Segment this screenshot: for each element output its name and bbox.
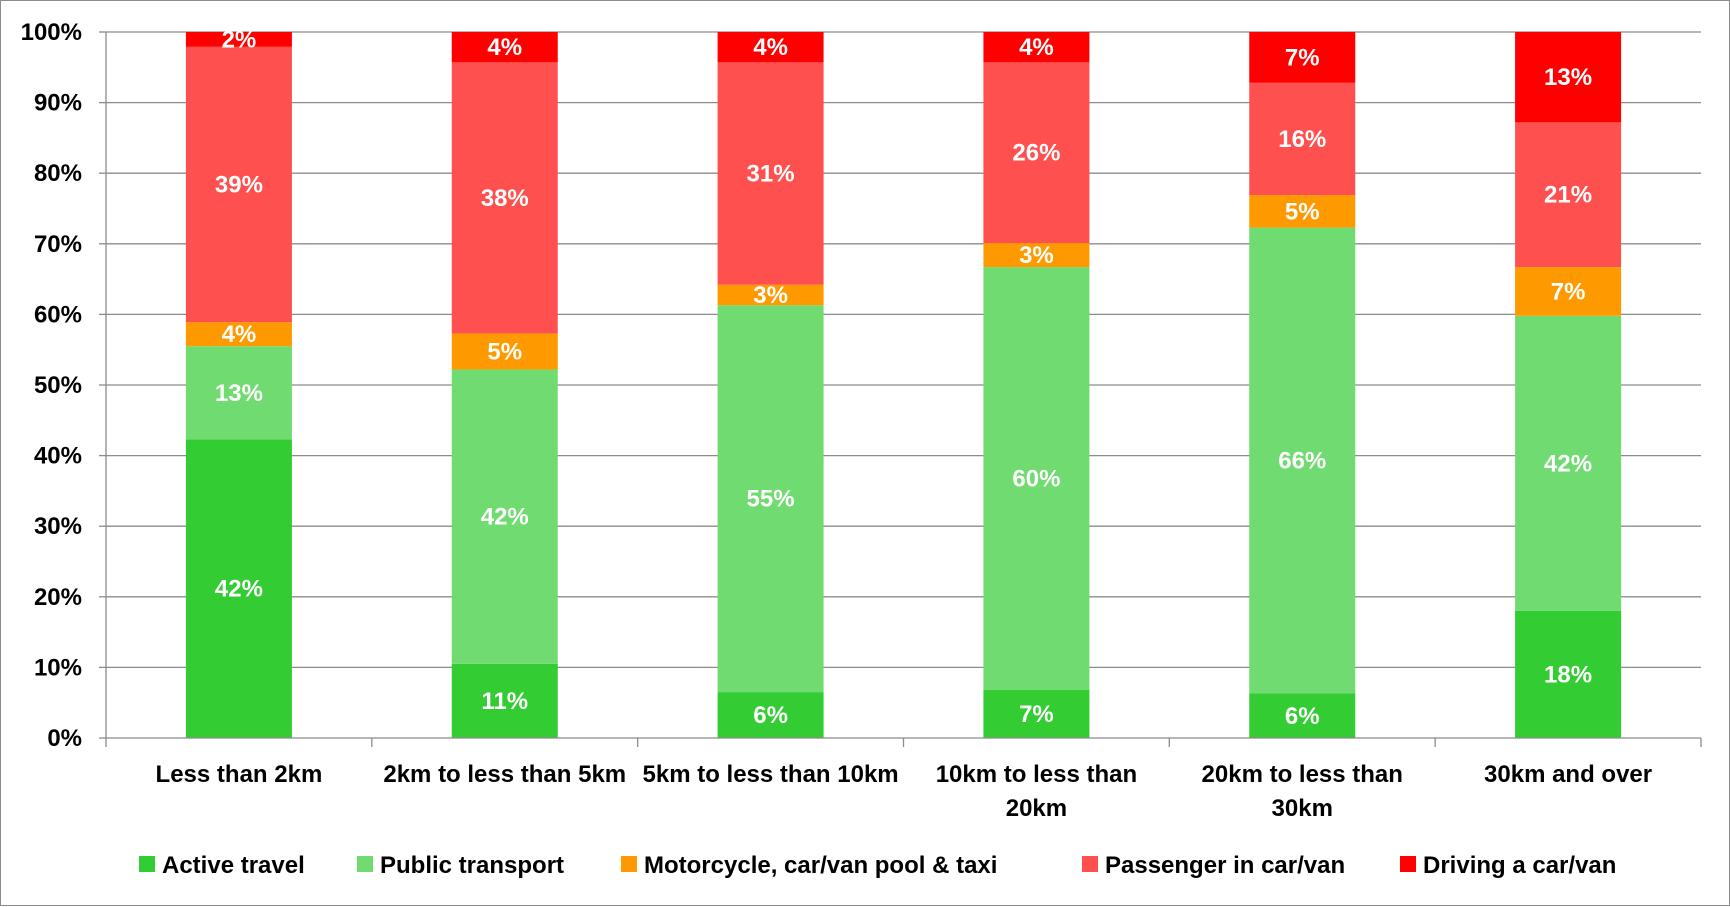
bar-segment	[983, 689, 1090, 738]
x-category-label: 30km and over	[1484, 761, 1652, 788]
data-label: 18%	[1544, 661, 1592, 688]
data-label: 7%	[1019, 701, 1054, 728]
bar-segment	[1249, 227, 1356, 694]
data-label: 31%	[747, 161, 795, 188]
data-label: 4%	[1019, 34, 1054, 61]
bar-segment	[451, 32, 558, 63]
bar-segment	[717, 284, 824, 306]
legend-label: Motorcycle, car/van pool & taxi	[644, 852, 997, 879]
y-tick-label: 60%	[34, 301, 82, 328]
data-label: 16%	[1278, 126, 1326, 153]
x-category-label: 2km to less than 5km	[383, 761, 626, 788]
bar-segment	[1249, 195, 1356, 228]
y-tick-label: 70%	[34, 231, 82, 258]
data-label: 6%	[1285, 703, 1320, 730]
y-tick-label: 90%	[34, 90, 82, 117]
bar-segment	[1515, 610, 1622, 738]
data-label: 13%	[1544, 64, 1592, 91]
x-category-label: 30km	[1272, 795, 1333, 822]
data-label: 42%	[481, 504, 529, 531]
data-label: 60%	[1012, 466, 1060, 493]
y-tick-label: 20%	[34, 584, 82, 611]
bar-segment	[1249, 82, 1356, 196]
bar-segment	[717, 305, 824, 693]
y-tick-label: 50%	[34, 372, 82, 399]
data-label: 2%	[222, 26, 257, 53]
x-category-label: 20km to less than	[1202, 761, 1403, 788]
legend-swatch	[1400, 856, 1416, 872]
data-label: 42%	[1544, 450, 1592, 477]
bar-segment	[185, 322, 292, 347]
gridlines	[106, 31, 1701, 669]
data-label: 4%	[222, 321, 257, 348]
legend-label: Driving a car/van	[1423, 852, 1616, 879]
bar-segment	[983, 243, 1090, 268]
data-label: 6%	[753, 702, 788, 729]
y-axis: 0% 10% 20% 30% 40% 50% 60% 70% 80% 90% 100%	[21, 19, 107, 752]
bar-segment	[451, 663, 558, 738]
bar-segment	[983, 267, 1090, 690]
data-label: 55%	[747, 486, 795, 513]
bar-segment	[1515, 122, 1622, 268]
data-label: 39%	[215, 171, 263, 198]
legend-label: Active travel	[162, 852, 305, 879]
data-label: 4%	[753, 34, 788, 61]
data-label: 38%	[481, 185, 529, 212]
bar-segment	[1249, 32, 1356, 83]
data-label: 7%	[1551, 278, 1586, 305]
y-tick-label: 40%	[34, 443, 82, 470]
legend: Active travel Public transport Motorcycle,…	[139, 852, 1616, 879]
legend-label: Passenger in car/van	[1105, 852, 1345, 879]
data-label: 3%	[1019, 242, 1054, 269]
legend-swatch	[139, 856, 155, 872]
bar-segment	[717, 692, 824, 738]
x-axis: Less than 2km 2km to less than 5km 5km to …	[105, 737, 1702, 822]
bar-segment	[983, 32, 1090, 63]
x-category-label: Less than 2km	[156, 761, 323, 788]
x-category-label: 20km	[1006, 795, 1067, 822]
data-label: 5%	[1285, 198, 1320, 225]
data-label: 66%	[1278, 448, 1326, 475]
y-tick-label: 10%	[34, 654, 82, 681]
x-category-label: 5km to less than 10km	[643, 761, 899, 788]
bar-segment	[1515, 32, 1622, 123]
data-label: 26%	[1012, 140, 1060, 167]
legend-label: Public transport	[380, 852, 564, 879]
bar-segment	[451, 369, 558, 664]
bar-segment	[1515, 267, 1622, 316]
bar-segment	[1249, 693, 1356, 738]
data-label: 21%	[1544, 182, 1592, 209]
y-tick-label: 80%	[34, 160, 82, 187]
bar-segment	[185, 46, 292, 323]
data-label: 5%	[487, 338, 522, 365]
bar-segment	[451, 62, 558, 334]
y-tick-label: 0%	[47, 725, 82, 752]
legend-swatch	[1082, 856, 1098, 872]
data-label: 7%	[1285, 44, 1320, 71]
bar-segment	[185, 439, 292, 738]
y-tick-label: 100%	[21, 19, 82, 46]
data-label: 13%	[215, 380, 263, 407]
bar-segment	[983, 62, 1090, 244]
data-label: 4%	[487, 34, 522, 61]
x-category-label: 10km to less than	[936, 761, 1137, 788]
bar-segment	[1515, 315, 1622, 611]
bars: 42% 13% 4% 39% 2% 11% 42% 5% 38% 4% 6% 55% 3% 31% 4% 7%…	[185, 26, 1622, 738]
legend-swatch	[621, 856, 637, 872]
data-label: 42%	[215, 576, 263, 603]
bar-segment	[717, 62, 824, 285]
legend-swatch	[357, 856, 373, 872]
bar-segment	[451, 333, 558, 370]
bar-segment	[185, 346, 292, 440]
bar-segment	[185, 32, 292, 47]
data-label: 3%	[753, 282, 788, 309]
bar-segment	[717, 32, 824, 63]
data-label: 11%	[481, 688, 528, 715]
y-tick-label: 30%	[34, 513, 82, 540]
